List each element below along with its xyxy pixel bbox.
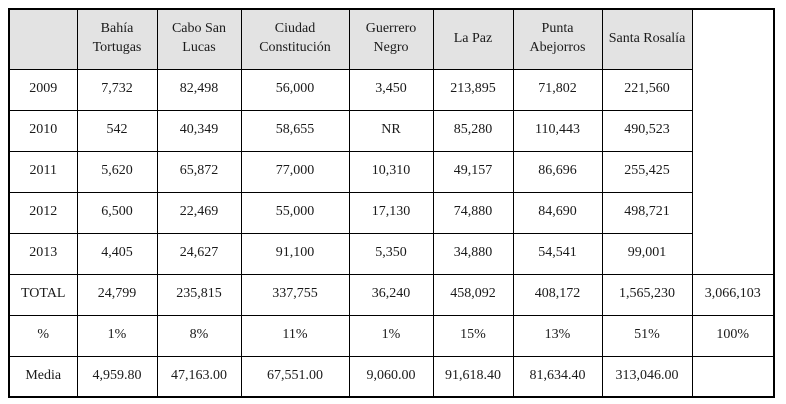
column-header-cabo-san-lucas: Cabo San Lucas bbox=[156, 8, 242, 70]
total-cell: 36,240 bbox=[348, 273, 434, 316]
column-header-guerrero-negro: Guerrero Negro bbox=[348, 8, 434, 70]
total-cell: 337,755 bbox=[240, 273, 350, 316]
media-row: Media 4,959.80 47,163.00 67,551.00 9,060… bbox=[8, 355, 775, 398]
value-cell: 82,498 bbox=[156, 68, 242, 111]
column-header-la-paz: La Paz bbox=[432, 8, 514, 70]
value-cell: 17,130 bbox=[348, 191, 434, 234]
media-total-cell bbox=[691, 355, 775, 398]
value-cell: 542 bbox=[76, 109, 158, 152]
value-cell: 58,655 bbox=[240, 109, 350, 152]
percent-cell: 15% bbox=[432, 314, 514, 357]
percent-total-cell: 100% bbox=[691, 314, 775, 357]
row-label: 2009 bbox=[8, 68, 78, 111]
value-cell: 85,280 bbox=[432, 109, 514, 152]
value-cell: 498,721 bbox=[601, 191, 693, 234]
value-cell: 54,541 bbox=[512, 232, 603, 275]
value-cell: 6,500 bbox=[76, 191, 158, 234]
value-cell: 71,802 bbox=[512, 68, 603, 111]
percent-cell: 1% bbox=[76, 314, 158, 357]
value-cell: 255,425 bbox=[601, 150, 693, 193]
value-cell: 5,620 bbox=[76, 150, 158, 193]
media-cell: 4,959.80 bbox=[76, 355, 158, 398]
value-cell: 99,001 bbox=[601, 232, 693, 275]
year-row-2012: 2012 6,500 22,469 55,000 17,130 74,880 8… bbox=[8, 191, 774, 234]
value-cell: 56,000 bbox=[240, 68, 350, 111]
value-cell: 77,000 bbox=[240, 150, 350, 193]
value-cell: 24,627 bbox=[156, 232, 242, 275]
percent-cell: 51% bbox=[601, 314, 693, 357]
row-label: 2010 bbox=[8, 109, 78, 152]
value-cell: NR bbox=[348, 109, 434, 152]
value-cell: 213,895 bbox=[432, 68, 514, 111]
value-cell: 5,350 bbox=[348, 232, 434, 275]
locality-year-data-table: Bahía Tortugas Cabo San Lucas Ciudad Con… bbox=[8, 8, 775, 398]
media-cell: 67,551.00 bbox=[240, 355, 350, 398]
row-label: Media bbox=[8, 355, 78, 398]
media-cell: 91,618.40 bbox=[432, 355, 514, 398]
total-cell: 235,815 bbox=[156, 273, 242, 316]
value-cell: 91,100 bbox=[240, 232, 350, 275]
value-cell: 110,443 bbox=[512, 109, 603, 152]
value-cell: 34,880 bbox=[432, 232, 514, 275]
value-cell: 84,690 bbox=[512, 191, 603, 234]
total-cell: 408,172 bbox=[512, 273, 603, 316]
total-cell: 1,565,230 bbox=[601, 273, 693, 316]
row-label: TOTAL bbox=[8, 273, 78, 316]
value-cell: 74,880 bbox=[432, 191, 514, 234]
total-row: TOTAL 24,799 235,815 337,755 36,240 458,… bbox=[8, 273, 775, 316]
media-cell: 313,046.00 bbox=[601, 355, 693, 398]
media-cell: 47,163.00 bbox=[156, 355, 242, 398]
row-label: % bbox=[8, 314, 78, 357]
percent-cell: 1% bbox=[348, 314, 434, 357]
percent-row: % 1% 8% 11% 1% 15% 13% 51% 100% bbox=[8, 314, 775, 357]
column-header-ciudad-constitucion: Ciudad Constitución bbox=[240, 8, 350, 70]
merged-empty-cell bbox=[691, 8, 775, 275]
column-header-santa-rosalia: Santa Rosalía bbox=[601, 8, 693, 70]
value-cell: 86,696 bbox=[512, 150, 603, 193]
column-header-bahia-tortugas: Bahía Tortugas bbox=[76, 8, 158, 70]
percent-cell: 11% bbox=[240, 314, 350, 357]
value-cell: 7,732 bbox=[76, 68, 158, 111]
percent-cell: 8% bbox=[156, 314, 242, 357]
percent-cell: 13% bbox=[512, 314, 603, 357]
value-cell: 221,560 bbox=[601, 68, 693, 111]
year-row-2010: 2010 542 40,349 58,655 NR 85,280 110,443… bbox=[8, 109, 774, 152]
value-cell: 3,450 bbox=[348, 68, 434, 111]
corner-header-cell bbox=[8, 8, 78, 70]
value-cell: 40,349 bbox=[156, 109, 242, 152]
value-cell: 490,523 bbox=[601, 109, 693, 152]
total-cell: 458,092 bbox=[432, 273, 514, 316]
value-cell: 22,469 bbox=[156, 191, 242, 234]
grand-total-cell: 3,066,103 bbox=[691, 273, 775, 316]
year-row-2009: 2009 7,732 82,498 56,000 3,450 213,895 7… bbox=[8, 68, 774, 111]
media-cell: 9,060.00 bbox=[348, 355, 434, 398]
total-cell: 24,799 bbox=[76, 273, 158, 316]
value-cell: 65,872 bbox=[156, 150, 242, 193]
value-cell: 4,405 bbox=[76, 232, 158, 275]
media-cell: 81,634.40 bbox=[512, 355, 603, 398]
value-cell: 10,310 bbox=[348, 150, 434, 193]
year-row-2013: 2013 4,405 24,627 91,100 5,350 34,880 54… bbox=[8, 232, 774, 275]
row-label: 2013 bbox=[8, 232, 78, 275]
row-label: 2012 bbox=[8, 191, 78, 234]
header-row: Bahía Tortugas Cabo San Lucas Ciudad Con… bbox=[8, 8, 775, 275]
value-cell: 55,000 bbox=[240, 191, 350, 234]
value-cell: 49,157 bbox=[432, 150, 514, 193]
year-row-2011: 2011 5,620 65,872 77,000 10,310 49,157 8… bbox=[8, 150, 774, 193]
column-header-punta-abejorros: Punta Abejorros bbox=[512, 8, 603, 70]
row-label: 2011 bbox=[8, 150, 78, 193]
